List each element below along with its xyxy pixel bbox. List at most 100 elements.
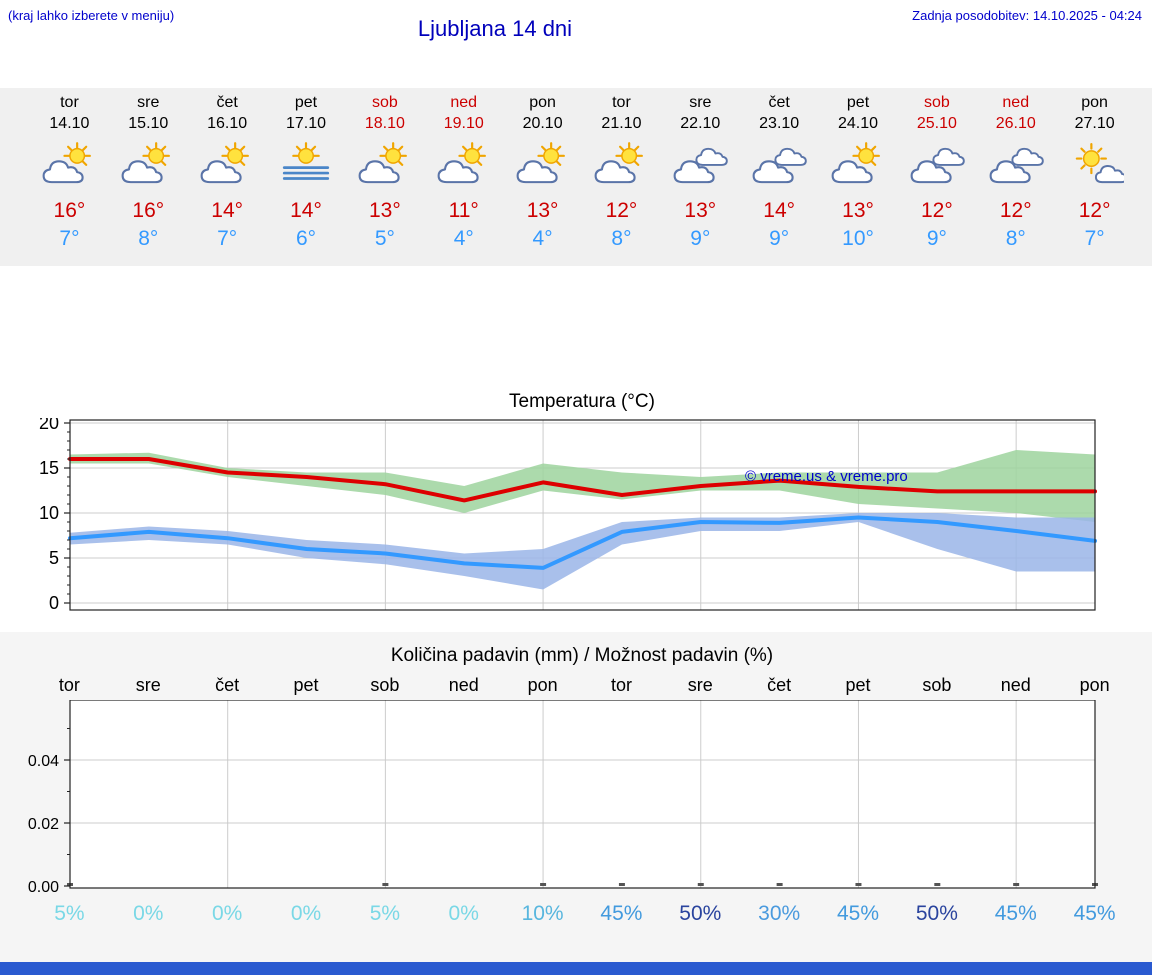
precip-probability: 0% — [290, 902, 322, 925]
precip-probability: 5% — [369, 902, 401, 925]
precip-day-label: sre — [687, 675, 713, 695]
day-date: 26.10 — [995, 115, 1036, 132]
high-temp: 13° — [684, 199, 717, 222]
high-temp: 13° — [526, 199, 559, 222]
partly-cloudy-icon — [582, 138, 661, 190]
precip-day-label: tor — [610, 675, 632, 695]
precip-probabilities: 5% 0% 0% 0% 5% 0% 10% 45% 50% 30% 45% 50% 45% 45% — [30, 902, 1134, 926]
y-axis-label: 5 — [49, 548, 59, 568]
trace-precip-mark — [934, 883, 941, 886]
precip-day-label: sre — [135, 675, 161, 695]
cloudy-icon — [976, 138, 1055, 190]
day-name: čet — [216, 94, 238, 111]
precip-day-label: pon — [527, 675, 558, 695]
day-date: 17.10 — [285, 115, 327, 132]
precip-probability: 50% — [915, 902, 958, 925]
low-temp: 4° — [532, 227, 553, 250]
day-date: 15.10 — [128, 115, 169, 132]
trace-precip-mark — [540, 883, 547, 886]
low-temp: 8° — [1005, 227, 1026, 250]
y-axis-label: 0.00 — [28, 879, 59, 895]
high-temp: 12° — [999, 199, 1032, 222]
trace-precip-mark — [1013, 883, 1020, 886]
precip-probability: 45% — [994, 902, 1037, 925]
low-temp: 9° — [769, 227, 790, 250]
fog-icon — [267, 138, 346, 190]
forecast-strip-background — [0, 88, 1152, 266]
day-name: sob — [923, 94, 950, 111]
forecast-day: čet 16.10 14° 7° — [188, 88, 267, 266]
precip-probability: 5% — [54, 902, 85, 925]
forecast-day: sre 15.10 16° 8° — [109, 88, 188, 266]
partly-cloudy-icon — [424, 138, 503, 190]
temperature-chart-title: Temperatura (°C) — [509, 391, 655, 412]
high-temp: 14° — [211, 199, 244, 222]
forecast-day: pet 24.10 13° 10° — [819, 88, 898, 266]
precip-day-label: pet — [293, 675, 319, 695]
day-date: 18.10 — [364, 115, 405, 132]
low-temp: 9° — [926, 227, 947, 250]
precip-day-label: čet — [767, 675, 792, 695]
min-temp-line — [68, 515, 1097, 570]
day-date: 25.10 — [916, 115, 957, 132]
page-title: Ljubljana 14 dni — [417, 16, 573, 41]
precip-probability: 45% — [600, 902, 643, 925]
partly-cloudy-icon — [503, 138, 582, 190]
partly-cloudy-icon — [819, 138, 898, 190]
y-axis-label: 15 — [39, 458, 59, 478]
day-date: 24.10 — [838, 115, 879, 132]
forecast-day: tor 21.10 12° 8° — [582, 88, 661, 266]
partly-cloudy-icon — [30, 138, 109, 190]
precip-day-labels: tor sre čet pet sob ned pon tor sre čet pet sob ned p… — [30, 675, 1134, 696]
high-temp: 13° — [368, 199, 401, 222]
precip-probability: 0% — [211, 902, 243, 925]
high-temp: 12° — [605, 199, 638, 222]
precip-probability: 50% — [679, 902, 722, 925]
forecast-day: sob 18.10 13° 5° — [345, 88, 424, 266]
cloudy-icon — [661, 138, 740, 190]
forecast-day: pet 17.10 14° 6° — [267, 88, 346, 266]
forecast-day: pon 27.10 12° 7° — [1055, 88, 1134, 266]
day-name: pon — [529, 94, 556, 111]
low-temp: 8° — [611, 227, 632, 250]
precip-day-label: tor — [58, 675, 80, 695]
trace-precip-mark — [618, 883, 625, 886]
cloudy-icon — [897, 138, 976, 190]
forecast-day: čet 23.10 14° 9° — [740, 88, 819, 266]
low-temp: 7° — [1084, 227, 1105, 250]
trace-precip-mark — [776, 883, 783, 886]
low-temp: 7° — [59, 227, 80, 250]
y-axis-label: 0.04 — [28, 753, 59, 770]
high-temp: 13° — [842, 199, 874, 222]
partly-cloudy-icon — [109, 138, 188, 190]
location-hint: (kraj lahko izberete v meniju) — [8, 8, 175, 23]
day-date: 21.10 — [601, 115, 642, 132]
y-axis-label: 0 — [49, 593, 59, 613]
high-temp: 12° — [1078, 199, 1111, 222]
high-temp: 12° — [921, 199, 953, 222]
high-temp: 11° — [448, 199, 479, 222]
day-date: 19.10 — [443, 115, 484, 132]
day-name: pet — [846, 94, 870, 111]
precip-probability: 45% — [837, 902, 880, 925]
y-axis-label: 10 — [39, 503, 59, 523]
day-name: tor — [612, 94, 631, 111]
day-name: sob — [371, 94, 398, 111]
forecast-day: sob 25.10 12° 9° — [897, 88, 976, 266]
high-temp: 16° — [132, 199, 165, 222]
high-temp: 16° — [53, 199, 86, 222]
forecast-day: tor 14.10 16° 7° — [30, 88, 109, 266]
precip-probability: 30% — [758, 902, 801, 925]
day-name: ned — [450, 94, 478, 111]
temperature-chart: 0 5 10 15 20 — [39, 418, 1097, 613]
day-date: 20.10 — [522, 115, 563, 132]
watermark-link[interactable]: © vreme.us & vreme.pro — [745, 468, 908, 485]
precipitation-chart: 0.00 0.02 0.04 — [28, 700, 1098, 895]
precip-day-label: sob — [922, 675, 952, 695]
footer-bar — [0, 962, 1152, 975]
precip-day-label: sob — [370, 675, 400, 695]
partly-cloudy-icon — [345, 138, 424, 190]
trace-precip-mark — [855, 883, 862, 886]
low-temp: 5° — [374, 227, 395, 250]
forecast-day: ned 19.10 11° 4° — [424, 88, 503, 266]
